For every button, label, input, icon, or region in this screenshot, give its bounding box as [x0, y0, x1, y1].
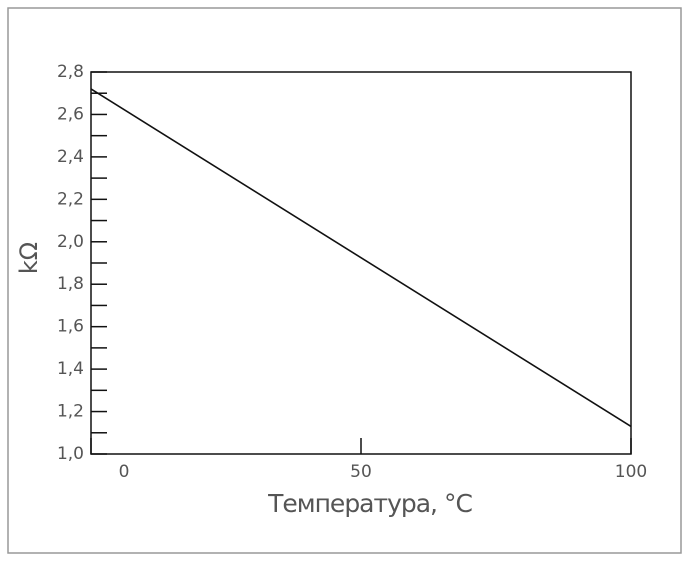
frame — [7, 7, 682, 554]
y-tick-label: 2,8 — [57, 62, 84, 82]
y-axis-label: kΩ — [15, 242, 43, 274]
y-tick-label: 1,2 — [57, 402, 84, 422]
y-tick-label: 2,6 — [57, 104, 84, 124]
y-tick-label: 1,8 — [57, 274, 84, 294]
y-tick-label: 2,0 — [57, 232, 84, 252]
y-tick-label: 2,4 — [57, 147, 84, 167]
x-tick-label: 0 — [119, 462, 130, 482]
data-line — [90, 88, 632, 428]
y-tick-label: 2,2 — [57, 189, 84, 209]
plot-area — [90, 71, 632, 455]
y-tick-label: 1,4 — [57, 359, 84, 379]
y-tick-label: 1,6 — [57, 317, 84, 337]
x-tick-label: 100 — [615, 462, 647, 482]
x-axis-label: Температура, °C — [267, 489, 472, 518]
x-tick-label: 50 — [350, 462, 372, 482]
y-tick-label: 1,0 — [57, 444, 84, 464]
